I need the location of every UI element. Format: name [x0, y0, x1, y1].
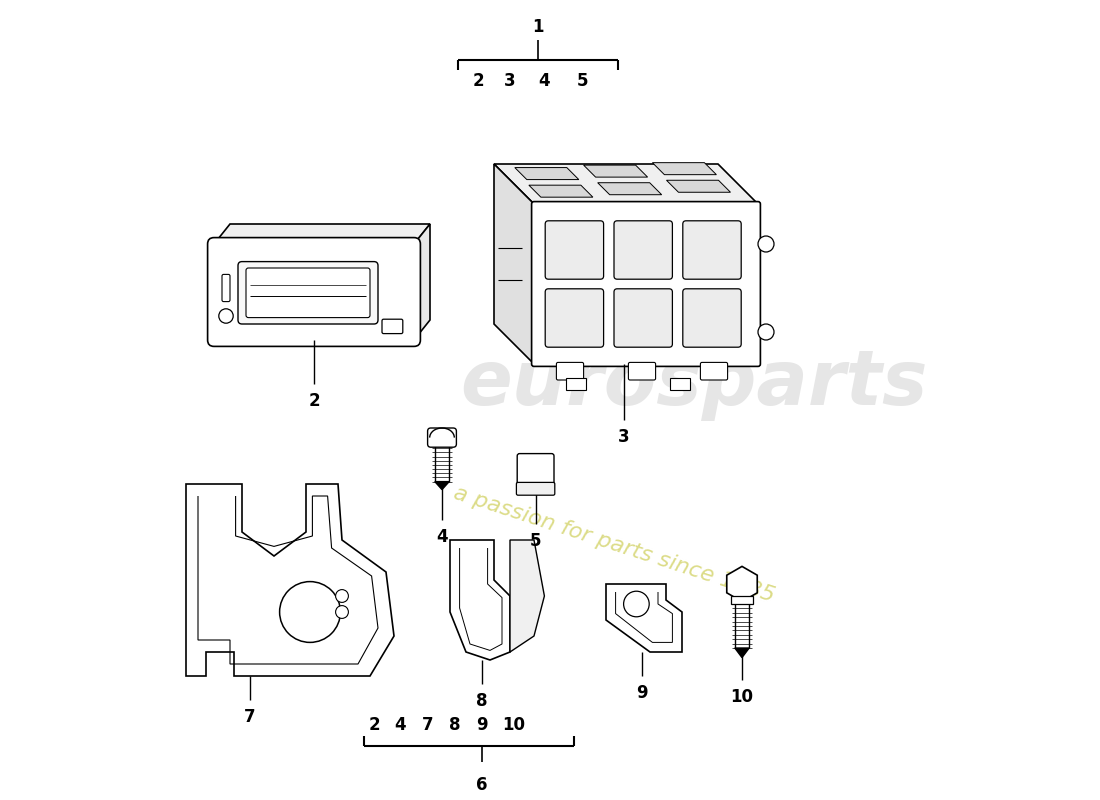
- Polygon shape: [566, 378, 586, 390]
- Polygon shape: [584, 165, 648, 177]
- Text: 8: 8: [476, 692, 487, 710]
- FancyBboxPatch shape: [546, 221, 604, 279]
- Polygon shape: [494, 164, 534, 364]
- Text: eurosparts: eurosparts: [460, 347, 927, 421]
- Text: 5: 5: [530, 532, 541, 550]
- Text: 10: 10: [503, 717, 526, 734]
- Polygon shape: [494, 164, 758, 204]
- Text: 7: 7: [244, 708, 256, 726]
- Polygon shape: [735, 648, 749, 658]
- Circle shape: [624, 591, 649, 617]
- Polygon shape: [529, 185, 593, 197]
- Polygon shape: [414, 224, 430, 340]
- Text: 9: 9: [476, 717, 487, 734]
- Text: 4: 4: [395, 717, 406, 734]
- Text: 3: 3: [504, 72, 516, 90]
- Text: 9: 9: [636, 684, 648, 702]
- Text: 3: 3: [618, 428, 629, 446]
- FancyBboxPatch shape: [614, 289, 672, 347]
- FancyBboxPatch shape: [531, 202, 760, 366]
- Circle shape: [758, 236, 774, 252]
- FancyBboxPatch shape: [516, 482, 554, 495]
- FancyBboxPatch shape: [683, 221, 741, 279]
- FancyBboxPatch shape: [246, 268, 370, 318]
- Text: 7: 7: [421, 717, 433, 734]
- Polygon shape: [670, 378, 690, 390]
- Text: 8: 8: [449, 717, 461, 734]
- Circle shape: [279, 582, 340, 642]
- FancyBboxPatch shape: [208, 238, 420, 346]
- FancyBboxPatch shape: [730, 596, 754, 604]
- Polygon shape: [214, 224, 430, 244]
- FancyBboxPatch shape: [517, 454, 554, 490]
- FancyBboxPatch shape: [614, 221, 672, 279]
- FancyBboxPatch shape: [557, 362, 584, 380]
- Polygon shape: [510, 540, 544, 652]
- FancyBboxPatch shape: [382, 319, 403, 334]
- Text: 6: 6: [476, 776, 487, 794]
- Text: 4: 4: [539, 72, 550, 90]
- Text: 5: 5: [576, 72, 587, 90]
- Circle shape: [336, 590, 349, 602]
- Polygon shape: [667, 180, 730, 192]
- FancyBboxPatch shape: [701, 362, 727, 380]
- FancyBboxPatch shape: [238, 262, 378, 324]
- Polygon shape: [597, 182, 662, 194]
- FancyBboxPatch shape: [428, 428, 456, 447]
- Circle shape: [758, 324, 774, 340]
- Text: 2: 2: [472, 72, 484, 90]
- Polygon shape: [606, 584, 682, 652]
- FancyBboxPatch shape: [683, 289, 741, 347]
- Polygon shape: [652, 162, 716, 174]
- Text: 2: 2: [308, 392, 320, 410]
- Polygon shape: [450, 540, 510, 660]
- Text: a passion for parts since 1985: a passion for parts since 1985: [451, 482, 777, 606]
- FancyBboxPatch shape: [628, 362, 656, 380]
- Polygon shape: [434, 482, 449, 490]
- Circle shape: [336, 606, 349, 618]
- FancyBboxPatch shape: [222, 274, 230, 302]
- Text: 10: 10: [730, 688, 754, 706]
- Polygon shape: [515, 167, 579, 179]
- Text: 1: 1: [532, 18, 543, 36]
- Circle shape: [219, 309, 233, 323]
- Polygon shape: [186, 484, 394, 676]
- Text: 2: 2: [368, 717, 379, 734]
- FancyBboxPatch shape: [546, 289, 604, 347]
- Polygon shape: [727, 566, 757, 602]
- Text: 4: 4: [437, 528, 448, 546]
